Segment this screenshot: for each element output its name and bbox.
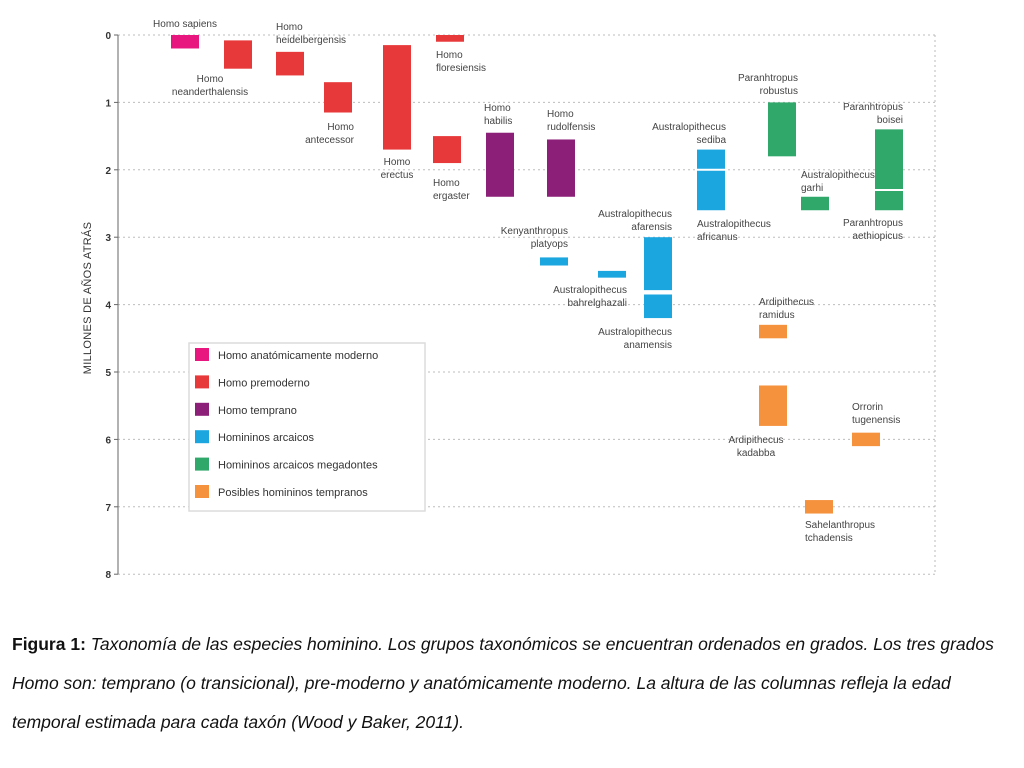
label-ardipithecus-ramidus: Ardipithecus ramidus (759, 297, 814, 321)
bar-australopithecus-africanus (697, 169, 725, 211)
label-homo-sapiens: Homo sapiens (153, 19, 217, 30)
label-orrorin-tugenensis: Orrorin tugenensis (852, 402, 900, 426)
label-homo-heidelbergensis: Homo heidelbergensis (276, 22, 346, 46)
bar-ardipithecus-ramidus (759, 324, 787, 339)
legend-swatch-possible (195, 485, 209, 498)
bar-orrorin-tugenensis (852, 432, 880, 447)
y-tick-label: 7 (105, 503, 111, 514)
hominin-taxonomy-chart: 0 1 2 3 4 5 6 7 8 MILLONES DE AÑOS ATRÁS Homo sa… (81, 19, 936, 581)
bar-homo-ergaster (433, 136, 461, 164)
legend-box (188, 342, 426, 512)
label-australopithecus-afarensis: Australopithecus afarensis (598, 209, 672, 233)
bar-homo-habilis (486, 132, 514, 197)
y-axis: 0 1 2 3 4 5 6 7 8 (105, 31, 119, 581)
y-tick-label: 6 (105, 435, 111, 446)
bar-homo-heidelbergensis (276, 51, 304, 76)
bar-kenyanthropus-platyops (540, 257, 568, 266)
label-homo-rudolfensis: Homo rudolfensis (547, 109, 595, 133)
legend-swatch-megadont (195, 457, 209, 471)
caption-text: Taxonomía de las especies hominino. Los … (12, 634, 994, 732)
y-axis-label: MILLONES DE AÑOS ATRÁS (81, 222, 94, 375)
label-australopithecus-anamensis: Australopithecus anamensis (598, 327, 672, 351)
y-tick-label: 4 (105, 301, 111, 312)
bar-paranhtropus-aethiopicus (875, 190, 903, 211)
label-homo-antecessor: Homo antecessor (305, 122, 355, 146)
label-homo-floresiensis: Homo floresiensis (436, 50, 486, 74)
legend-label-early: Homo temprano (218, 405, 297, 417)
y-tick-label: 5 (105, 368, 111, 379)
y-tick-label: 8 (105, 570, 111, 581)
bar-homo-neanderthalensis (224, 40, 252, 69)
label-kenyanthropus-platyops: Kenyanthropus platyops (501, 226, 568, 250)
bar-homo-rudolfensis (547, 139, 575, 197)
label-homo-erectus: Homo erectus (381, 157, 414, 181)
label-ardipithecus-kadabba: Ardipithecus kadabba (728, 435, 783, 459)
y-tick-label: 2 (105, 166, 111, 177)
label-paranhtropus-boisei: Paranhtropus boisei (843, 102, 903, 126)
legend: Homo anatómicamente moderno Homo premoder… (188, 342, 426, 512)
bar-australopithecus-afarensis (644, 237, 672, 292)
caption-label: Figura 1: (12, 634, 86, 654)
bar-australopithecus-anamensis (644, 294, 672, 319)
bar-homo-erectus (383, 45, 411, 150)
legend-label-archaic: Homininos arcaicos (218, 432, 314, 444)
bar-homo-antecessor (324, 82, 352, 113)
legend-swatch-premodern (195, 375, 209, 389)
bar-homo-floresiensis (436, 35, 464, 42)
bar-sahelanthropus-tchadensis (805, 500, 833, 514)
bar-australopithecus-sediba (697, 149, 725, 170)
bar-australopithecus-bahrelghazali (598, 270, 626, 278)
legend-swatch-archaic (195, 430, 209, 444)
label-australopithecus-africanus: Australopithecus africanus (697, 219, 771, 243)
bar-ardipithecus-kadabba (759, 385, 787, 426)
legend-swatch-early (195, 402, 209, 416)
bar-homo-sapiens (171, 35, 199, 49)
y-tick-label: 3 (105, 233, 111, 244)
label-paranhtropus-aethiopicus: Paranhtropus aethiopicus (843, 218, 903, 242)
label-homo-neanderthalensis: Homo neanderthalensis (172, 74, 248, 98)
label-paranhtropus-robustus: Paranhtropus robustus (738, 73, 798, 97)
bar-paranhtropus-robustus (768, 102, 796, 157)
bar-paranhtropus-boisei (875, 129, 903, 191)
legend-label-premodern: Homo premoderno (218, 377, 310, 389)
legend-label-megadont: Homininos arcaicos megadontes (218, 460, 378, 472)
taxa-bars (171, 35, 903, 514)
y-tick-label: 0 (105, 31, 111, 42)
legend-swatch-modern (195, 348, 209, 361)
legend-label-possible: Posibles homininos tempranos (218, 487, 368, 499)
taxa-labels: Homo sapiens Homo neanderthalensis Homo heid… (153, 19, 903, 544)
y-tick-label: 1 (105, 98, 111, 109)
label-homo-habilis: Homo habilis (484, 103, 512, 127)
label-sahelanthropus-tchadensis: Sahelanthropus tchadensis (805, 520, 875, 544)
label-australopithecus-bahrelghazali: Australopithecus bahrelghazali (553, 285, 627, 309)
figure-caption: Figura 1: Taxonomía de las especies homi… (12, 625, 1017, 742)
label-homo-ergaster: Homo ergaster (433, 178, 470, 202)
label-australopithecus-sediba: Australopithecus sediba (652, 122, 726, 146)
legend-label-modern: Homo anatómicamente moderno (218, 350, 378, 362)
label-australopithecus-garhi: Australopithecus garhi (801, 170, 875, 194)
bar-australopithecus-garhi (801, 196, 829, 211)
